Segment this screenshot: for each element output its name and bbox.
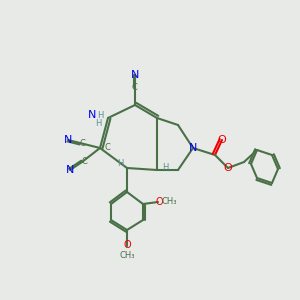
Text: O: O: [218, 135, 226, 145]
Text: N: N: [66, 165, 74, 175]
Text: H: H: [162, 163, 168, 172]
Text: N: N: [131, 70, 139, 80]
Text: CH₃: CH₃: [119, 250, 135, 260]
Text: CH₃: CH₃: [161, 197, 177, 206]
Text: C: C: [79, 139, 85, 148]
Text: C: C: [104, 143, 110, 152]
Text: C: C: [131, 82, 137, 91]
Text: O: O: [155, 197, 163, 207]
Text: N: N: [88, 110, 96, 120]
Text: H: H: [117, 160, 123, 169]
Text: H: H: [95, 118, 101, 127]
Text: N: N: [64, 135, 72, 145]
Text: N: N: [189, 143, 197, 153]
Text: H: H: [97, 110, 103, 119]
Text: O: O: [123, 240, 131, 250]
Text: C: C: [81, 158, 87, 166]
Text: O: O: [224, 163, 232, 173]
